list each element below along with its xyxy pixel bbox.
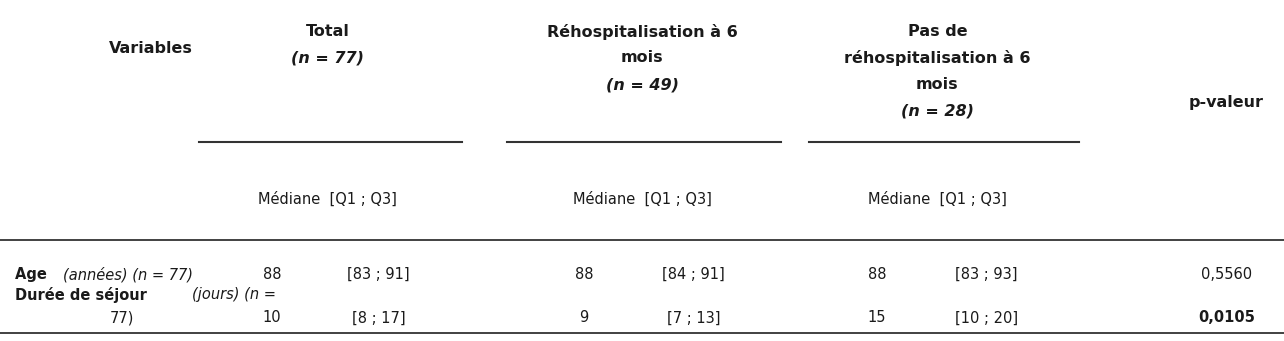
Text: Variables: Variables <box>109 41 193 56</box>
Text: Médiane  [Q1 ; Q3]: Médiane [Q1 ; Q3] <box>573 192 711 207</box>
Text: [83 ; 93]: [83 ; 93] <box>955 267 1017 282</box>
Text: [8 ; 17]: [8 ; 17] <box>352 310 406 325</box>
Text: mois: mois <box>915 77 959 92</box>
Text: [7 ; 13]: [7 ; 13] <box>666 310 720 325</box>
Text: Total: Total <box>306 24 349 39</box>
Text: 15: 15 <box>868 310 886 325</box>
Text: [83 ; 91]: [83 ; 91] <box>348 267 410 282</box>
Text: mois: mois <box>620 50 664 65</box>
Text: Médiane  [Q1 ; Q3]: Médiane [Q1 ; Q3] <box>868 192 1007 207</box>
Text: 0,5560: 0,5560 <box>1201 267 1252 282</box>
Text: Age: Age <box>15 267 53 282</box>
Text: (n = 49): (n = 49) <box>606 77 678 92</box>
Text: (n = 28): (n = 28) <box>901 104 973 119</box>
Text: Durée de séjour: Durée de séjour <box>15 287 153 303</box>
Text: 88: 88 <box>575 267 593 282</box>
Text: 9: 9 <box>579 310 589 325</box>
Text: Réhospitalisation à 6: Réhospitalisation à 6 <box>547 24 737 40</box>
Text: 88: 88 <box>868 267 886 282</box>
Text: 0,0105: 0,0105 <box>1198 310 1254 325</box>
Text: (jours) (n =: (jours) (n = <box>193 287 276 302</box>
Text: Médiane  [Q1 ; Q3]: Médiane [Q1 ; Q3] <box>258 192 397 207</box>
Text: 10: 10 <box>263 310 281 325</box>
Text: 77): 77) <box>110 310 134 325</box>
Text: [10 ; 20]: [10 ; 20] <box>954 310 1018 325</box>
Text: réhospitalisation à 6: réhospitalisation à 6 <box>844 50 1031 66</box>
Text: (n = 77): (n = 77) <box>291 50 363 65</box>
Text: Pas de: Pas de <box>908 24 967 39</box>
Text: p-valeur: p-valeur <box>1189 95 1263 110</box>
Text: 88: 88 <box>263 267 281 282</box>
Text: [84 ; 91]: [84 ; 91] <box>663 267 724 282</box>
Text: (années) (n = 77): (années) (n = 77) <box>63 267 193 282</box>
